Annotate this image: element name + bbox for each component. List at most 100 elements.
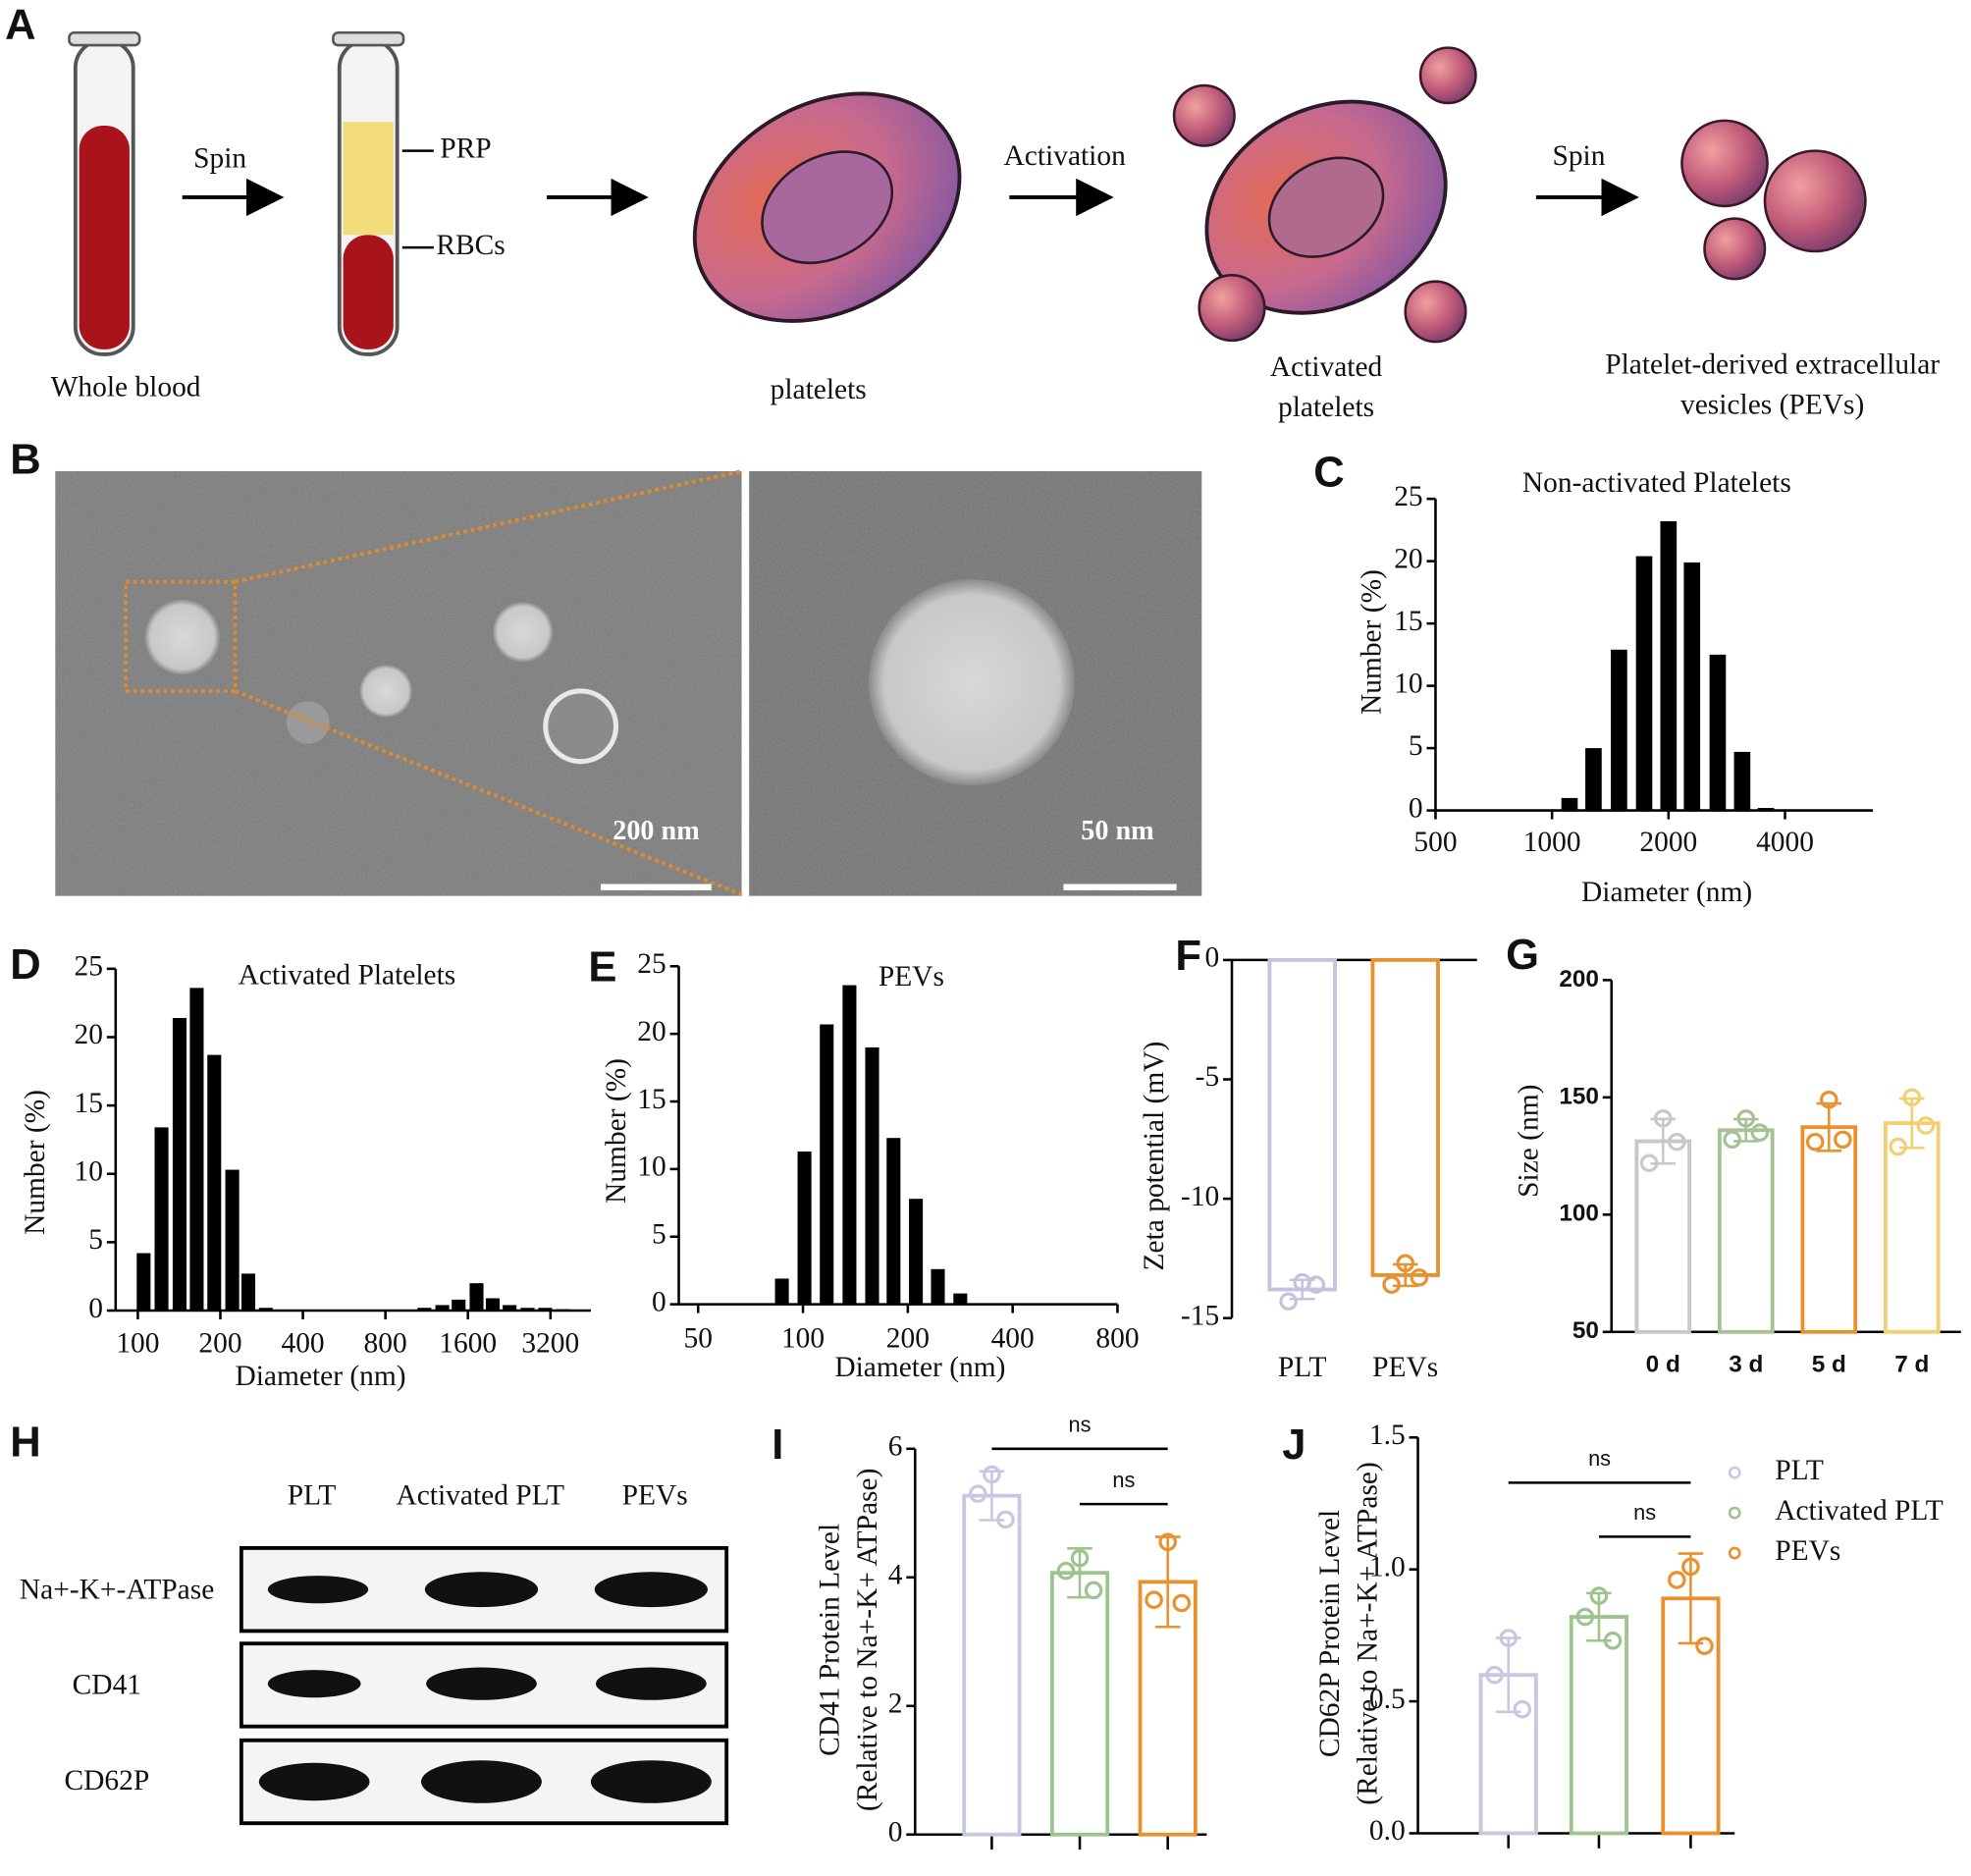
y-tick-label: 1.5 xyxy=(1369,1420,1406,1451)
significance-label: ns xyxy=(1588,1446,1611,1471)
data-point xyxy=(1805,1132,1825,1152)
panel-label: J xyxy=(1282,1421,1305,1469)
significance-label: ns xyxy=(1633,1500,1656,1525)
caption: platelets xyxy=(1278,392,1374,423)
blot-row: Na+-K+-ATPase xyxy=(20,1574,214,1605)
bar xyxy=(1370,957,1440,1277)
bar xyxy=(1733,751,1751,811)
x-tick-label: 500 xyxy=(1413,827,1457,858)
data-point xyxy=(1145,1590,1163,1609)
y-tick-label: 15 xyxy=(75,1088,103,1119)
bar xyxy=(1635,556,1653,811)
x-tick-label: 1600 xyxy=(439,1328,497,1360)
y-tick-label: 20 xyxy=(75,1019,103,1050)
y-tick-label: 5 xyxy=(88,1224,103,1256)
y-tick-label: 20 xyxy=(1394,543,1422,574)
bar xyxy=(1709,654,1727,811)
x-axis-label: Diameter (nm) xyxy=(1581,877,1752,908)
caption: Activated xyxy=(1270,351,1383,383)
y-tick-label: 0.0 xyxy=(1369,1815,1406,1847)
data-point xyxy=(1410,1268,1429,1287)
chart-title: PEVs xyxy=(879,961,944,992)
bar xyxy=(1049,1571,1110,1837)
data-point xyxy=(1056,1561,1076,1581)
data-point xyxy=(1639,1153,1659,1173)
arrow-label: Activation xyxy=(1004,140,1127,172)
y-axis-label: Number (%) xyxy=(20,1090,51,1235)
data-point xyxy=(1396,1254,1415,1273)
y-tick-label: 0 xyxy=(1204,942,1219,974)
legend-marker xyxy=(1728,1546,1741,1560)
y-tick-label: 0 xyxy=(1409,792,1423,824)
panel-label: C xyxy=(1313,449,1344,496)
blot-column: Activated PLT xyxy=(396,1479,563,1511)
bar xyxy=(1561,797,1578,811)
data-point xyxy=(1723,1130,1741,1150)
panel-label: H xyxy=(10,1419,40,1466)
bar xyxy=(1478,1673,1538,1836)
chart-title: Non-activated Platelets xyxy=(1522,467,1791,499)
tube-label: RBCs xyxy=(436,230,505,261)
x-tick-label: PLT xyxy=(1278,1352,1327,1383)
bar xyxy=(1757,808,1775,811)
y-tick-label: 10 xyxy=(1394,668,1422,699)
blot-row: CD62P xyxy=(64,1765,149,1796)
x-tick-label: 800 xyxy=(364,1328,407,1360)
bar xyxy=(154,1127,169,1312)
data-point xyxy=(1382,1275,1401,1294)
y-tick-label: 100 xyxy=(1559,1201,1599,1227)
bar xyxy=(556,1309,570,1312)
panel-label: A xyxy=(5,2,35,49)
data-point xyxy=(996,1510,1015,1529)
scale-label: 200 nm xyxy=(613,816,699,846)
schematic: Spin Activation Spin PRP RBCs Whole bloo… xyxy=(51,30,1940,423)
blot-row: CD41 xyxy=(73,1670,141,1701)
y-axis-label: Zeta potential (mV) xyxy=(1139,1042,1170,1271)
y-tick-label: -5 xyxy=(1196,1061,1220,1093)
bar xyxy=(1717,1128,1775,1334)
data-point xyxy=(1889,1137,1908,1156)
y-tick-label: 5 xyxy=(652,1219,666,1251)
y-axis-label: Number (%) xyxy=(601,1058,632,1204)
x-tick-label: 3200 xyxy=(521,1328,579,1360)
western-blot: PLT Activated PLT PEVs Na+-K+-ATPase CD4… xyxy=(20,1479,729,1826)
y-tick-label: 0 xyxy=(888,1817,903,1849)
tube-label: PRP xyxy=(440,133,491,164)
x-tick-label: 4000 xyxy=(1756,827,1814,858)
y-tick-label: -10 xyxy=(1181,1181,1219,1212)
arrow-label: Spin xyxy=(1552,140,1605,172)
bar xyxy=(842,985,857,1305)
bar xyxy=(136,1253,151,1312)
data-point xyxy=(1485,1665,1504,1685)
bar xyxy=(189,988,204,1312)
bar xyxy=(1569,1615,1629,1836)
y-tick-label: 15 xyxy=(1394,606,1422,637)
bar xyxy=(953,1293,968,1305)
y-axis-label: (Relative to Na+-K+ ATPase) xyxy=(852,1469,883,1811)
x-tick-label: 3 d xyxy=(1729,1352,1763,1378)
x-tick-label: 7 d xyxy=(1894,1352,1929,1378)
y-tick-label: 5 xyxy=(1409,730,1423,762)
caption: Platelet-derived extracellular xyxy=(1605,349,1940,381)
y-tick-label: 4 xyxy=(888,1560,903,1591)
bar xyxy=(435,1305,450,1312)
x-tick-label: PEVs xyxy=(1372,1352,1438,1383)
y-tick-label: 25 xyxy=(75,951,103,983)
y-axis-label: Size (nm) xyxy=(1514,1085,1545,1198)
bar xyxy=(931,1268,945,1305)
bar xyxy=(1660,521,1678,811)
data-point xyxy=(1172,1593,1192,1613)
bar xyxy=(1611,649,1627,811)
legend-label: PLT xyxy=(1775,1455,1824,1486)
bar xyxy=(417,1308,432,1312)
data-point xyxy=(1603,1631,1623,1650)
data-point xyxy=(1575,1607,1595,1627)
data-point xyxy=(1158,1532,1177,1552)
y-tick-label: 6 xyxy=(888,1431,903,1463)
x-axis-label: Diameter (nm) xyxy=(834,1352,1005,1383)
y-tick-label: 15 xyxy=(637,1084,666,1115)
y-tick-label: 2 xyxy=(888,1688,903,1720)
panel-label: I xyxy=(772,1421,783,1469)
data-point xyxy=(969,1484,987,1503)
